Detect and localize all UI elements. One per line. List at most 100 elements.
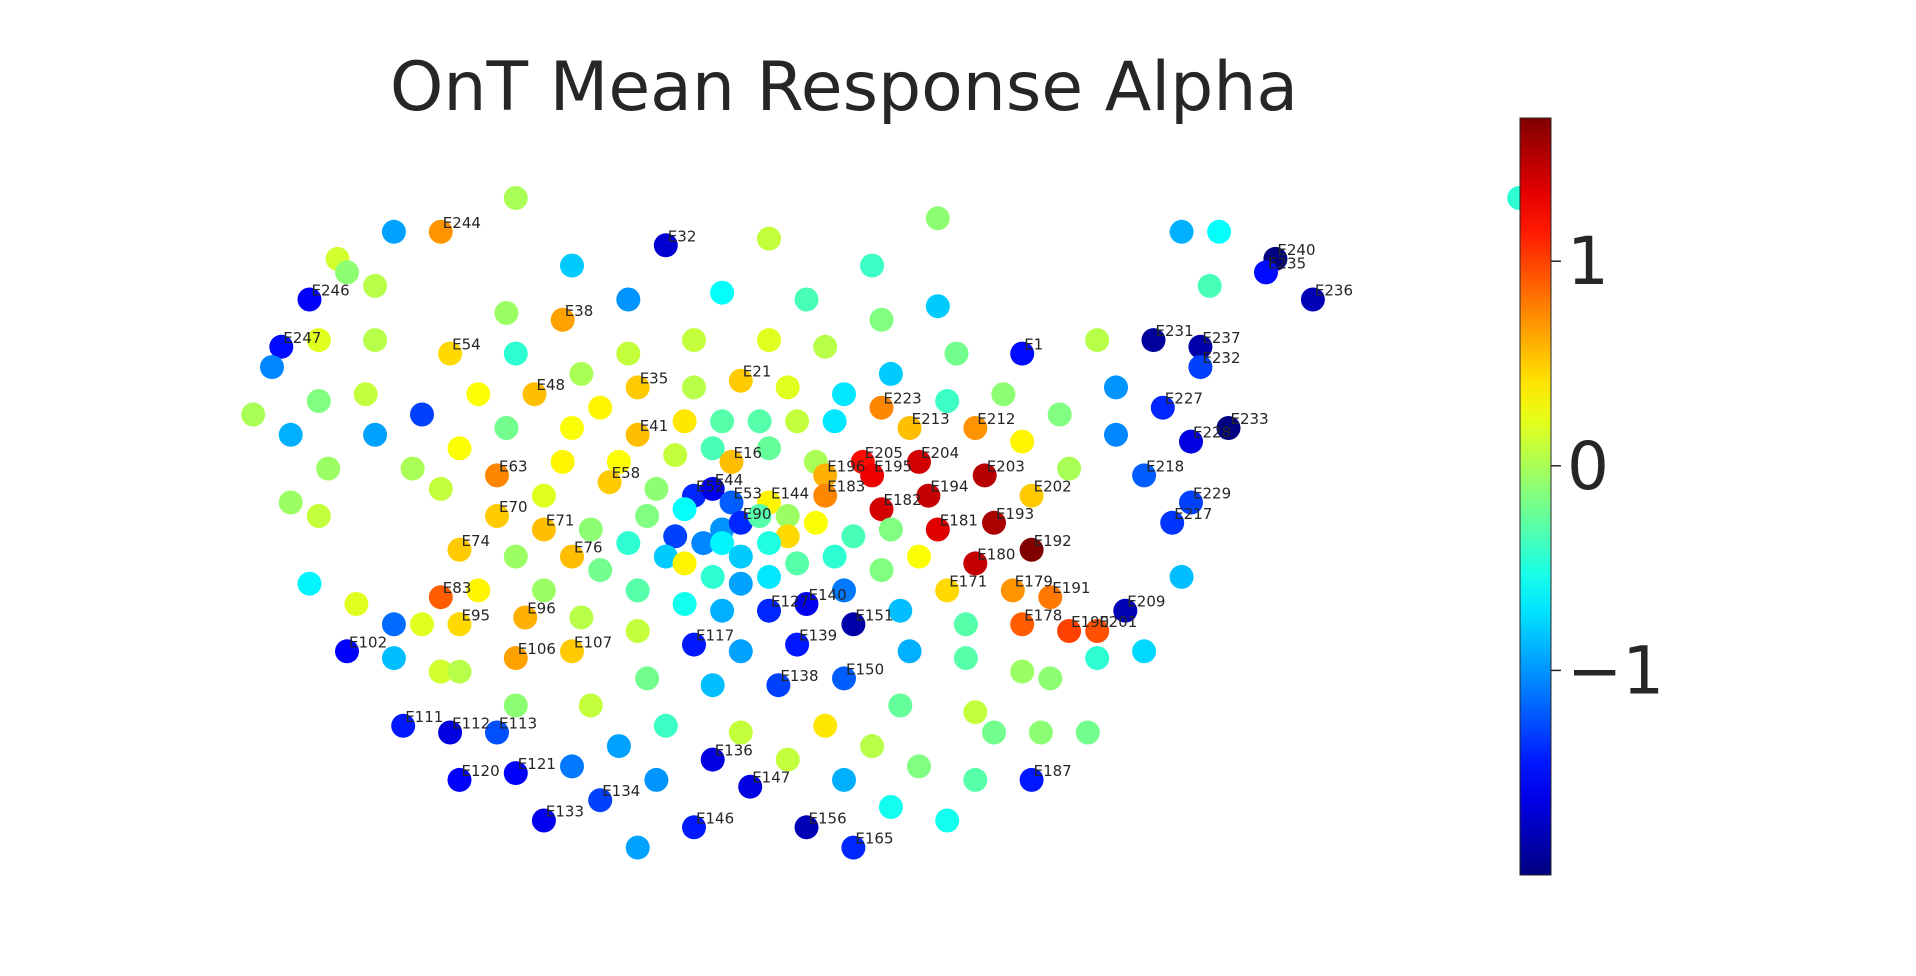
electrode-point <box>438 720 463 745</box>
electrode-point <box>728 368 753 393</box>
electrode-label: E196 <box>827 457 865 475</box>
electrode-label: E44 <box>715 471 744 489</box>
electrode-point <box>560 639 584 664</box>
electrode-label: E139 <box>799 627 837 645</box>
electrode-point <box>560 754 584 779</box>
electrode-point <box>363 273 388 298</box>
electrode-point <box>963 767 988 792</box>
electrode-point <box>860 463 885 488</box>
electrode-point <box>766 673 791 698</box>
electrode-point <box>485 504 509 528</box>
electrode-point <box>775 375 800 400</box>
electrode-point <box>335 639 359 664</box>
electrode-point <box>297 287 322 312</box>
electrode-label: E192 <box>1034 532 1072 550</box>
electrode-point <box>822 544 847 569</box>
electrode-point <box>625 619 650 643</box>
electrode-point <box>803 510 828 535</box>
electrode-point <box>569 361 594 386</box>
electrode-point <box>428 219 453 244</box>
electrode-point <box>813 334 838 359</box>
electrode-point <box>531 517 556 542</box>
electrode-label: E127 <box>771 593 809 611</box>
electrode-point <box>578 517 603 542</box>
electrode-point <box>860 734 885 759</box>
electrode-point <box>494 416 519 440</box>
electrode-point <box>916 483 941 508</box>
electrode-point <box>738 774 763 799</box>
electrode-point <box>672 551 697 576</box>
electrode-label: E120 <box>462 762 500 780</box>
electrode-point <box>1160 510 1185 535</box>
electrode-point <box>531 483 556 508</box>
electrode-point <box>306 504 331 528</box>
electrode-point <box>728 510 753 535</box>
electrode-point <box>503 646 528 671</box>
electrode-label: E228 <box>1193 424 1231 442</box>
electrode-point <box>888 598 913 623</box>
electrode-point <box>700 747 725 772</box>
electrode-point <box>531 808 556 833</box>
electrode-label: E54 <box>452 336 481 354</box>
electrode-point <box>503 693 528 718</box>
electrode-point <box>841 612 866 637</box>
electrode-point <box>794 592 819 616</box>
electrode-label: E203 <box>987 457 1025 475</box>
electrode-point <box>466 578 491 603</box>
electrode-point <box>672 409 697 434</box>
electrode-label: E213 <box>912 410 950 428</box>
colorbar-tick-label: −1 <box>1567 632 1664 709</box>
electrode-point <box>757 531 781 556</box>
electrode-point <box>757 436 781 461</box>
electrode-label: E48 <box>537 376 566 394</box>
electrode-label: E106 <box>518 640 556 658</box>
electrode-label: E193 <box>996 505 1034 523</box>
electrode-point <box>381 612 406 637</box>
electrode-point <box>832 578 856 603</box>
electrode-label: E133 <box>546 803 584 821</box>
electrode-label: E21 <box>743 363 772 381</box>
electrode-point <box>682 815 706 840</box>
electrode-point <box>841 835 866 860</box>
electrode-label: E229 <box>1193 485 1231 503</box>
electrode-point <box>1300 287 1325 312</box>
electrode-point <box>410 612 434 637</box>
electrode-point <box>485 720 509 745</box>
electrode-label: E112 <box>452 715 490 733</box>
electrode-label: E32 <box>668 227 697 245</box>
electrode-label: E244 <box>443 214 481 232</box>
electrode-point <box>682 375 706 400</box>
electrode-label: E70 <box>499 498 528 516</box>
electrode-point <box>1010 429 1035 454</box>
electrode-label: E227 <box>1165 390 1203 408</box>
electrode-label: E102 <box>349 633 387 651</box>
electrode-point <box>1047 402 1072 427</box>
electrode-point <box>503 186 528 210</box>
electrode-label: E63 <box>499 457 528 475</box>
electrode-point <box>757 328 781 353</box>
electrode-label: E233 <box>1231 410 1269 428</box>
electrode-point <box>710 280 735 305</box>
electrode-point <box>241 402 266 427</box>
electrode-point <box>944 341 969 366</box>
electrode-point <box>269 334 294 359</box>
electrode-point <box>953 612 978 637</box>
electrode-label: E217 <box>1174 505 1212 523</box>
electrode-point <box>1188 355 1213 380</box>
electrode-point <box>653 544 678 569</box>
electrode-point <box>710 531 735 556</box>
electrode-label: E35 <box>640 369 669 387</box>
electrode-point <box>1132 463 1157 488</box>
electrode-point <box>616 531 641 556</box>
electrode-point <box>728 571 753 596</box>
electrode-point <box>550 449 575 474</box>
electrode-point <box>306 389 331 413</box>
electrode-point <box>1216 416 1241 440</box>
electrode-label: E191 <box>1052 579 1090 597</box>
electrode-point <box>897 416 922 440</box>
electrode-point <box>1085 619 1110 643</box>
electrode-point <box>1207 219 1232 244</box>
electrode-point <box>775 747 800 772</box>
electrode-point <box>597 470 622 495</box>
